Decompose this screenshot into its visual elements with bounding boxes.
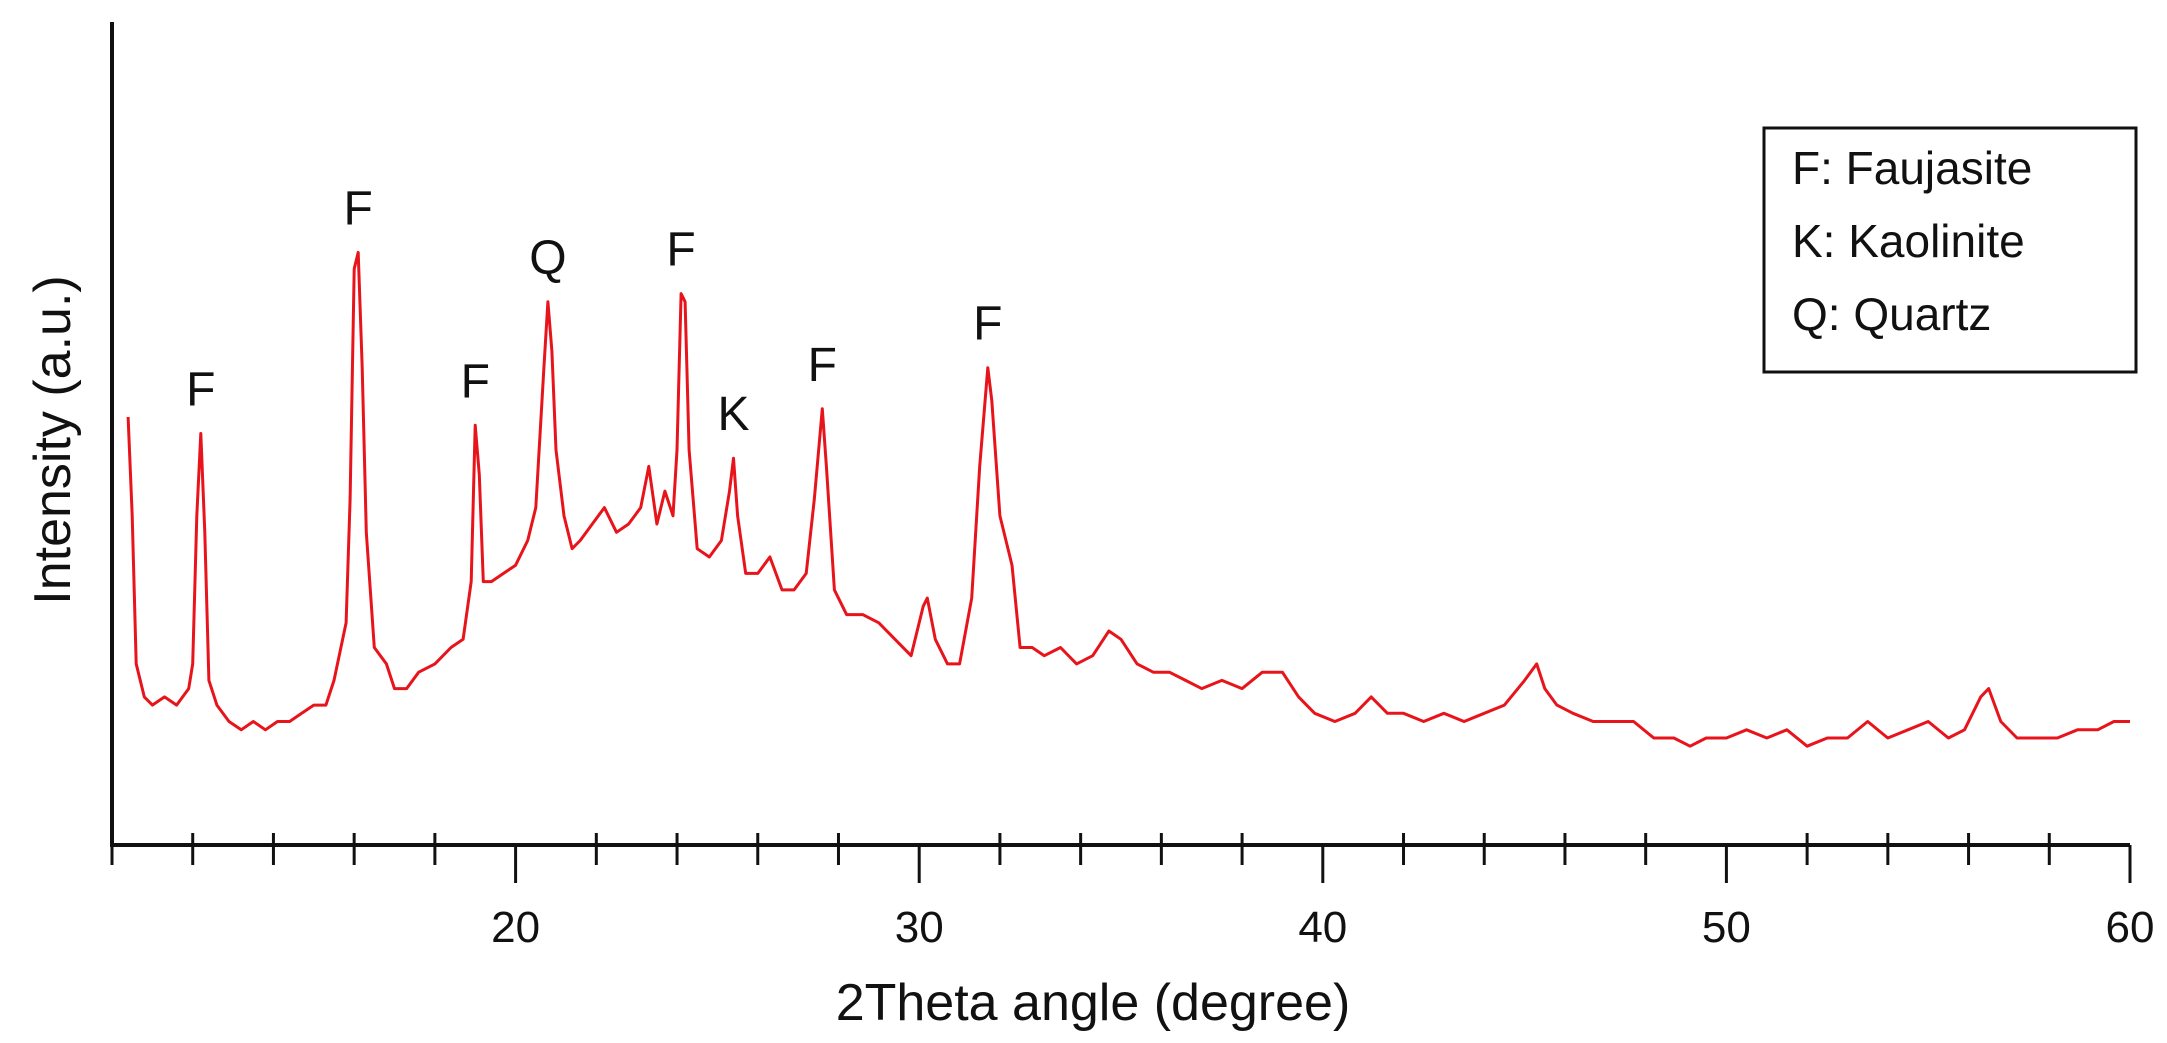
legend: F: Faujasite K: Kaolinite Q: Quartz <box>1762 126 2138 374</box>
intensity-series-line <box>126 250 2130 748</box>
x-axis-title: 2Theta angle (degree) <box>836 974 1351 1032</box>
y-axis-title: Intensity (a.u.) <box>24 275 82 604</box>
x-tick-label: 30 <box>895 903 944 952</box>
x-tick-labels: 20 30 40 50 60 <box>491 903 2154 952</box>
legend-entry-kaolinite: K: Kaolinite <box>1792 215 2025 267</box>
x-tick-label: 20 <box>491 903 540 952</box>
legend-entry-faujasite: F: Faujasite <box>1792 142 2032 194</box>
peak-label-f: F <box>461 355 490 408</box>
peak-label-f: F <box>666 224 695 277</box>
peak-labels: F F F Q F K F F <box>186 182 1002 441</box>
x-tick-label: 60 <box>2106 903 2155 952</box>
axes <box>110 22 2130 847</box>
x-tick-label: 40 <box>1298 903 1347 952</box>
peak-label-k: K <box>718 388 750 441</box>
peak-label-f: F <box>808 339 837 392</box>
peak-label-q: Q <box>529 232 566 285</box>
x-tick-label: 50 <box>1702 903 1751 952</box>
legend-box <box>1762 126 2138 374</box>
peak-label-f: F <box>186 364 215 417</box>
peak-label-f: F <box>344 182 373 235</box>
x-ticks <box>110 833 2132 883</box>
peak-label-f: F <box>973 298 1002 351</box>
legend-entry-quartz: Q: Quartz <box>1792 288 1991 340</box>
